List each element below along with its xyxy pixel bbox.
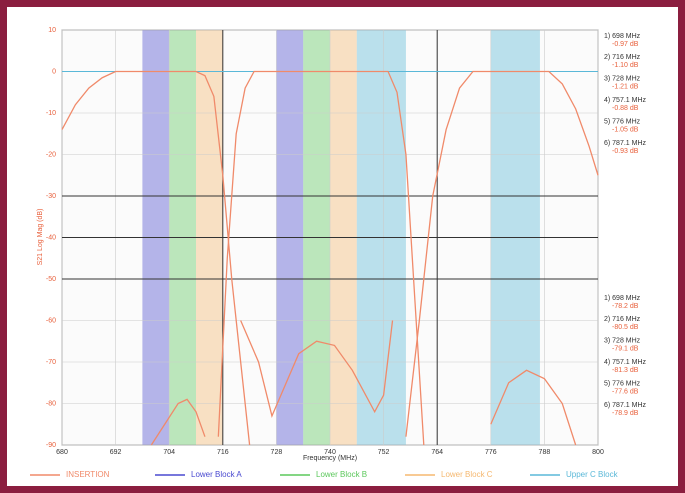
marker-label: 6) 787.1 MHz: [604, 140, 647, 147]
y-tick-label: -70: [46, 359, 56, 366]
marker-label: 5) 776 MHz: [604, 118, 641, 125]
trace: [61, 70, 251, 446]
x-tick-label: 800: [592, 449, 604, 456]
trace: [217, 70, 425, 446]
x-tick-label: 728: [271, 449, 283, 456]
x-axis-label: Frequency (MHz): [303, 455, 357, 462]
marker-label: 1) 698 MHz: [604, 295, 641, 302]
trace: [405, 70, 599, 437]
trace: [240, 320, 394, 418]
y-axis-label: S21 Log Mag (dB): [37, 209, 44, 266]
marker-label: 2) 716 MHz: [604, 316, 641, 323]
x-tick-label: 752: [378, 449, 390, 456]
marker-label: 3) 728 MHz: [604, 76, 641, 83]
marker-value: -77.6 dB: [612, 388, 639, 395]
y-tick-label: -20: [46, 151, 56, 158]
marker-label: 3) 728 MHz: [604, 338, 641, 345]
marker-value: -1.05 dB: [612, 126, 639, 133]
marker-value: -0.93 dB: [612, 148, 639, 155]
marker-label: 5) 776 MHz: [604, 380, 641, 387]
y-tick-label: 0: [52, 68, 56, 75]
x-tick-label: 716: [217, 449, 229, 456]
marker-label: 6) 787.1 MHz: [604, 402, 647, 409]
marker-value: -0.88 dB: [612, 105, 639, 112]
marker-value: -1.10 dB: [612, 62, 639, 69]
y-tick-label: -30: [46, 193, 56, 200]
marker-value: -0.97 dB: [612, 41, 639, 48]
marker-value: -81.3 dB: [612, 367, 639, 374]
y-tick-label: 10: [48, 27, 56, 34]
y-tick-label: -40: [46, 234, 56, 241]
y-tick-label: -10: [46, 110, 56, 117]
x-tick-label: 704: [163, 449, 175, 456]
marker-label: 4) 757.1 MHz: [604, 359, 647, 366]
x-tick-label: 680: [56, 449, 68, 456]
marker-value: -79.1 dB: [612, 346, 639, 353]
y-tick-label: -90: [46, 442, 56, 449]
x-tick-label: 740: [324, 449, 336, 456]
y-tick-label: -80: [46, 400, 56, 407]
trace: [150, 398, 206, 446]
marker-value: -80.5 dB: [612, 324, 639, 331]
marker-value: -78.9 dB: [612, 410, 639, 417]
legend-label: Upper C Block: [566, 470, 619, 479]
marker-label: 2) 716 MHz: [604, 54, 641, 61]
legend-label: Lower Block A: [191, 470, 242, 479]
marker-label: 4) 757.1 MHz: [604, 97, 647, 104]
x-tick-label: 764: [431, 449, 443, 456]
x-tick-label: 776: [485, 449, 497, 456]
y-tick-label: -50: [46, 276, 56, 283]
x-tick-label: 692: [110, 449, 122, 456]
y-tick-label: -60: [46, 317, 56, 324]
marker-label: 1) 698 MHz: [604, 33, 641, 40]
legend-label: Lower Block C: [441, 470, 493, 479]
x-tick-label: 788: [539, 449, 551, 456]
legend-label: Lower Block B: [316, 470, 367, 479]
trace: [490, 369, 577, 446]
marker-value: -1.21 dB: [612, 84, 639, 91]
marker-value: -78.2 dB: [612, 303, 639, 310]
legend-label: INSERTION: [66, 470, 110, 479]
